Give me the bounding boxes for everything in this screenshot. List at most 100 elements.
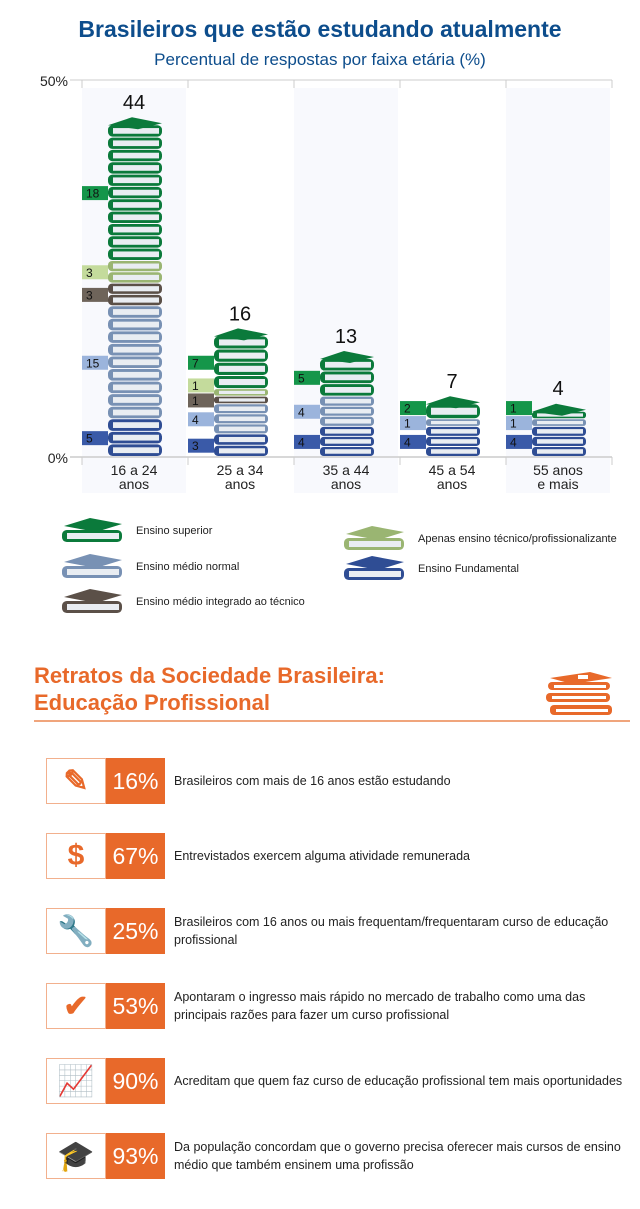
bar-total-label: 7: [446, 371, 457, 393]
stat-description: Apontaram o ingresso mais rápido no merc…: [174, 983, 634, 1029]
book-pages: [113, 202, 159, 208]
legend-book-icon: [346, 556, 404, 570]
book-pages: [537, 429, 583, 434]
segment-label-tag: [188, 378, 214, 393]
book-pages: [537, 420, 583, 425]
book-pages: [219, 426, 265, 432]
book-pages: [325, 439, 371, 444]
segment-label-tag: [82, 355, 108, 370]
book-pages: [325, 361, 371, 368]
book-top-cover: [532, 403, 586, 416]
book-pages: [537, 439, 583, 444]
book-pages: [113, 334, 159, 341]
book-pages: [537, 449, 583, 454]
book-pages: [431, 420, 477, 425]
stat-description: Da população concordam que o governo pre…: [174, 1133, 634, 1179]
legend-book-icon: [64, 589, 122, 603]
segment-label-tag: [188, 393, 214, 408]
legend-book-icon: [64, 554, 122, 568]
segment-value-label: 1: [510, 402, 517, 416]
book-pages: [219, 406, 265, 412]
segment-value-label: 1: [192, 379, 199, 393]
stat-percentage: 90%: [106, 1058, 165, 1104]
segment-label-tag: [188, 355, 214, 370]
checkmark-icon: ✔: [46, 983, 106, 1029]
segment-label-tag: [82, 265, 108, 280]
book-pages: [219, 398, 265, 402]
book-pages: [325, 429, 371, 434]
book-pages: [325, 387, 371, 393]
segment-value-label: 3: [86, 266, 93, 280]
book-pages: [219, 352, 265, 359]
books-stack-icon: [546, 672, 612, 715]
segment-value-label: 7: [192, 356, 199, 370]
stat-row: ✎ 16% Brasileiros com mais de 16 anos es…: [46, 758, 636, 804]
stat-text: Da população concordam que o governo pre…: [174, 1140, 621, 1172]
legend-item: Ensino médio integrado ao técnico: [62, 589, 305, 613]
stat-percentage: 93%: [106, 1133, 165, 1179]
book-pages: [113, 263, 159, 269]
x-tick-label: 55 anos: [533, 462, 583, 478]
segment-value-label: 1: [192, 394, 199, 408]
bar-stack: [320, 358, 374, 456]
stat-percentage: 25%: [106, 908, 165, 954]
segment-labels: 4 4 5: [294, 370, 320, 449]
book-pages: [325, 398, 371, 404]
x-tick-label: 45 a 54: [429, 462, 476, 478]
segment-labels: 4 11: [506, 401, 532, 449]
segment-value-label: 18: [86, 187, 100, 201]
legend-item: Ensino médio normal: [62, 554, 239, 578]
section-divider: [34, 720, 630, 722]
book-top-cover: [426, 396, 480, 409]
book-pages: [113, 251, 159, 258]
segment-value-label: 4: [298, 435, 305, 449]
book-pages: [113, 165, 159, 171]
legend-label: Ensino médio normal: [136, 561, 239, 573]
segment-value-label: 4: [510, 435, 517, 449]
segment-label-tag: [294, 434, 320, 449]
book-pages: [349, 571, 401, 577]
segment-value-label: 5: [86, 432, 93, 446]
book-pages: [113, 359, 159, 366]
book-pages: [113, 321, 159, 328]
segment-labels: 3 4 11 7: [188, 355, 214, 453]
book-pages: [325, 374, 371, 381]
bar-total-label: 13: [335, 326, 357, 348]
stat-row: ✔ 53% Apontaram o ingresso mais rápido n…: [46, 983, 636, 1029]
section-title-line1: Retratos da Sociedade Brasileira:: [34, 663, 385, 688]
segment-value-label: 1: [510, 417, 517, 431]
segment-label-tag: [82, 431, 108, 446]
legend-label: Apenas ensino técnico/profissionalizante: [418, 533, 617, 545]
segment-label-tag: [506, 434, 532, 449]
book-pages: [113, 422, 159, 428]
segment-label-tag: [294, 370, 320, 385]
segment-labels: 5 15 3 3 18: [82, 186, 108, 446]
segment-value-label: 3: [86, 288, 93, 302]
book-pages: [113, 152, 159, 159]
graduation-cap-icon: 🎓: [46, 1133, 106, 1179]
segment-label-tag: [82, 287, 108, 302]
book-pages: [67, 604, 119, 610]
dollar-icon: $: [46, 833, 106, 879]
book-pages: [113, 177, 159, 184]
book-pages: [113, 397, 159, 403]
segment-value-label: 1: [404, 417, 411, 431]
x-tick-label: anos: [119, 476, 149, 492]
book-pages: [113, 274, 159, 281]
book-pages: [113, 140, 159, 147]
stat-percentage: 53%: [106, 983, 165, 1029]
x-tick-label: anos: [331, 476, 361, 492]
book-pages: [219, 378, 265, 386]
legend-label: Ensino médio integrado ao técnico: [136, 596, 305, 608]
stat-text: Acreditam que quem faz curso de educação…: [174, 1074, 623, 1088]
book-pages: [113, 239, 159, 245]
stat-text: Brasileiros com mais de 16 anos estão es…: [174, 774, 451, 788]
book-pages: [349, 541, 401, 547]
segment-label-tag: [188, 438, 214, 453]
book-pages: [113, 189, 159, 196]
segment-label-tag: [400, 401, 426, 416]
segment-value-label: 4: [298, 405, 305, 419]
segment-value-label: 3: [192, 439, 199, 453]
legend-item: Ensino Fundamental: [344, 556, 519, 580]
bar-total-label: 4: [552, 378, 563, 400]
